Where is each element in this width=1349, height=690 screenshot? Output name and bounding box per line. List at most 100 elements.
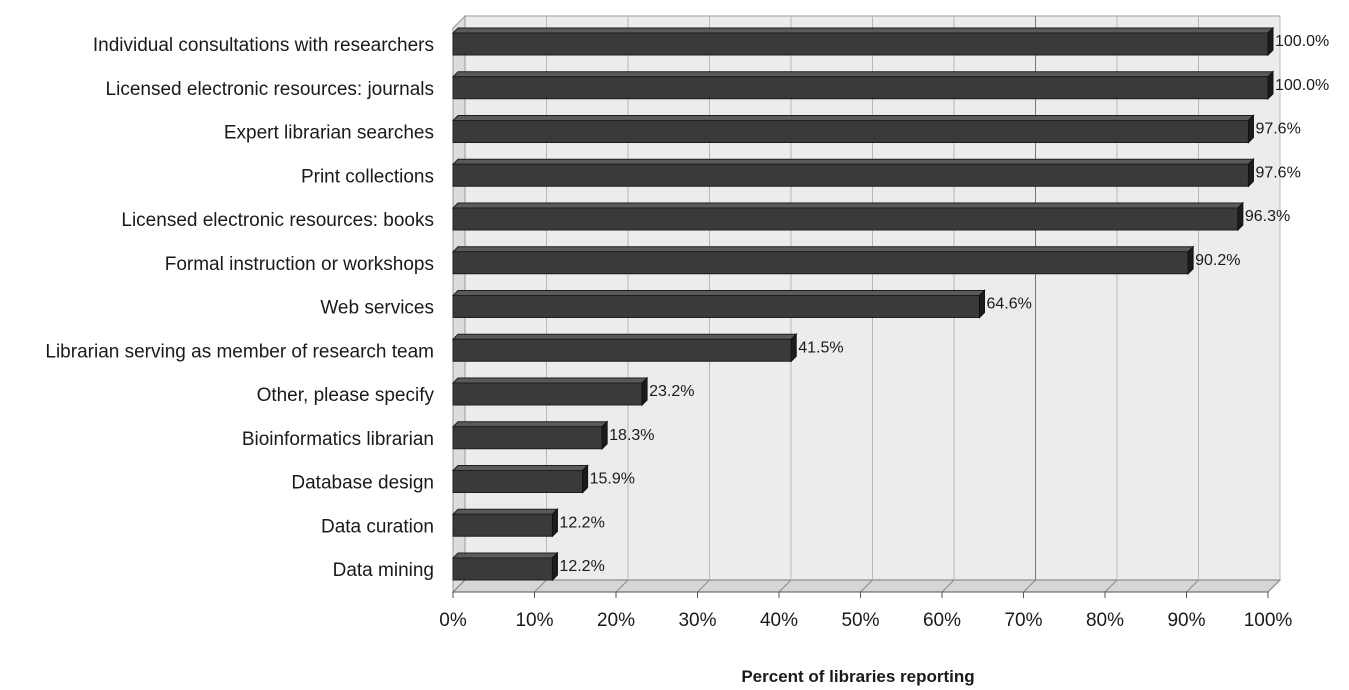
bar-end-face	[641, 376, 648, 407]
x-tick-label: 60%	[923, 610, 961, 631]
bars	[451, 26, 1275, 582]
floor-gridline	[941, 579, 955, 593]
bar-top-face	[451, 202, 1245, 209]
category-label: Data mining	[333, 560, 434, 581]
bar	[451, 70, 1275, 100]
x-tick-label: 100%	[1244, 610, 1293, 631]
floor-gridline	[1104, 579, 1118, 593]
bar-end-face	[551, 551, 558, 582]
x-tick-label: 10%	[515, 610, 553, 631]
bar-top-face	[451, 552, 559, 559]
bar-top-face	[451, 508, 559, 515]
bar-end-face	[1267, 70, 1274, 100]
bar	[451, 508, 559, 538]
bar-top-face	[451, 290, 986, 296]
category-label: Formal instruction or workshops	[165, 254, 434, 275]
x-tick-label: 30%	[678, 610, 716, 631]
value-label: 12.2%	[559, 558, 604, 575]
x-axis-title: Percent of libraries reporting	[741, 667, 974, 686]
category-label: Database design	[291, 473, 434, 494]
bar-front-face	[452, 120, 1249, 143]
x-tick-label: 50%	[841, 610, 879, 631]
bar	[451, 201, 1245, 232]
value-label: 96.3%	[1245, 208, 1290, 225]
x-tick-label: 0%	[439, 610, 467, 631]
bar-top-face	[451, 71, 1275, 78]
category-label: Licensed electronic resources: books	[121, 210, 434, 231]
floor-gridline	[1186, 579, 1199, 593]
bar-front-face	[452, 32, 1269, 56]
category-label: Data curation	[321, 516, 434, 537]
floor-gridline	[697, 579, 710, 593]
x-axis-ticks: 0% 10% 20% 30% 40% 50% 60% 70% 80% 90% 100%	[439, 610, 1292, 631]
bar-top-face	[451, 115, 1255, 121]
bar-front-face	[452, 382, 643, 406]
x-tick-label: 20%	[597, 610, 635, 631]
value-label: 15.9%	[590, 471, 635, 488]
category-labels: Individual consultations with researcher…	[45, 35, 434, 581]
value-label: 97.6%	[1255, 164, 1300, 181]
bar-end-face	[1267, 26, 1274, 57]
bar-front-face	[452, 470, 584, 493]
value-label: 23.2%	[649, 383, 694, 400]
floor-gridline	[534, 579, 547, 593]
x-tick-label: 40%	[760, 610, 798, 631]
category-label: Licensed electronic resources: journals	[106, 79, 434, 100]
bar-end-face	[1237, 201, 1244, 232]
bar-front-face	[452, 513, 553, 537]
value-labels: 100.0% 100.0% 97.6% 97.6% 96.3% 90.2% 64.6% 41.…	[559, 33, 1329, 575]
floor-gridline	[778, 579, 792, 593]
bar	[451, 158, 1255, 188]
floor-gridline	[1267, 579, 1281, 593]
category-label: Expert librarian searches	[224, 123, 434, 144]
bar-end-face	[582, 464, 589, 494]
bar-front-face	[452, 338, 792, 362]
bar-front-face	[452, 426, 603, 450]
value-label: 90.2%	[1195, 252, 1240, 269]
bar-top-face	[451, 377, 649, 384]
bar-end-face	[1247, 114, 1254, 144]
value-label: 100.0%	[1275, 33, 1329, 50]
category-label: Librarian serving as member of research …	[45, 341, 434, 362]
bar	[451, 26, 1275, 57]
bar-front-face	[452, 207, 1239, 231]
bar	[451, 333, 798, 363]
bar	[451, 551, 559, 582]
bar-end-face	[1247, 158, 1254, 188]
bar-top-face	[451, 246, 1195, 253]
category-label: Web services	[320, 298, 434, 319]
bar-top-face	[451, 27, 1275, 34]
bar-end-face	[551, 508, 558, 538]
floor-gridline	[1023, 579, 1036, 593]
bar-top-face	[451, 158, 1255, 165]
bar-front-face	[452, 76, 1269, 100]
category-label: Print collections	[301, 166, 434, 187]
x-tick-label: 90%	[1167, 610, 1205, 631]
x-tick-label: 70%	[1004, 610, 1042, 631]
bar-front-face	[452, 557, 553, 581]
value-label: 18.3%	[609, 427, 654, 444]
value-label: 100.0%	[1275, 77, 1329, 94]
category-label: Bioinformatics librarian	[242, 429, 434, 450]
bar-front-face	[452, 251, 1189, 275]
category-label: Individual consultations with researcher…	[93, 35, 434, 56]
bar	[451, 114, 1255, 144]
bar	[451, 420, 609, 450]
bar-end-face	[1187, 245, 1194, 275]
value-label: 12.2%	[559, 514, 604, 531]
bar-end-face	[790, 333, 797, 363]
bar-front-face	[452, 295, 980, 318]
floor-gridline	[615, 579, 629, 593]
bar-top-face	[451, 465, 589, 471]
floor-gridline	[452, 579, 466, 593]
value-label: 97.6%	[1255, 121, 1300, 138]
value-label: 64.6%	[986, 296, 1031, 313]
bar-front-face	[452, 163, 1249, 187]
x-tick-label: 80%	[1086, 610, 1124, 631]
bar	[451, 245, 1195, 275]
bar	[451, 376, 649, 407]
bar-top-face	[451, 333, 798, 340]
category-label: Other, please specify	[257, 385, 435, 406]
value-label: 41.5%	[798, 339, 843, 356]
